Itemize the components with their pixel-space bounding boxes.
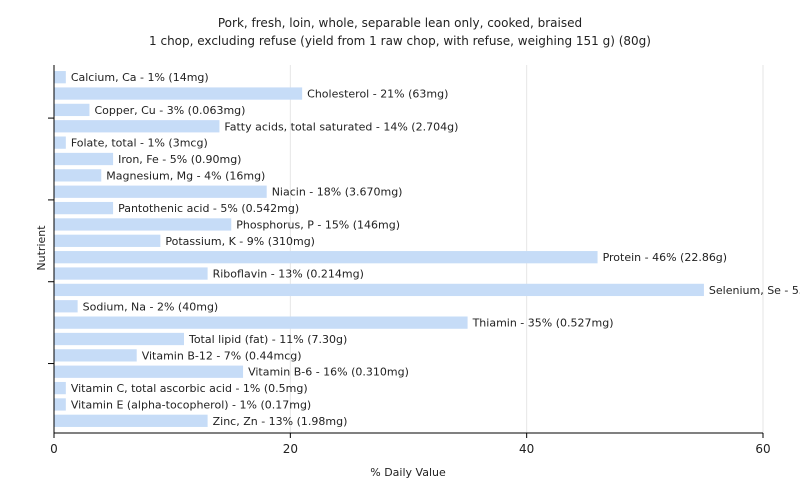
bar [54,136,66,149]
bar-label: Iron, Fe - 5% (0.90mg) [118,153,241,166]
bar-label: Vitamin B-6 - 16% (0.310mg) [248,366,409,379]
bar [54,234,161,247]
bar-label: Cholesterol - 21% (63mg) [307,88,448,101]
bar [54,414,208,427]
bar-label: Fatty acids, total saturated - 14% (2.70… [224,120,458,133]
gridlines [289,65,764,433]
bar-label: Potassium, K - 9% (310mg) [165,235,315,248]
bar [54,283,704,297]
bar-label: Sodium, Na - 2% (40mg) [83,300,219,313]
bar [54,87,303,100]
bar-label: Protein - 46% (22.86g) [603,251,728,264]
bar [54,201,114,215]
bar [54,398,66,411]
bar-label: Copper, Cu - 3% (0.063mg) [94,104,245,117]
bar [54,349,137,362]
bar-label: Riboflavin - 13% (0.214mg) [213,268,364,281]
bar [54,120,220,133]
bar [54,71,66,84]
bar [54,267,208,280]
bar [54,218,232,231]
bar [54,103,90,117]
chart-subtitle: 1 chop, excluding refuse (yield from 1 r… [149,34,651,48]
bar-label: Vitamin C, total ascorbic acid - 1% (0.5… [71,382,308,395]
x-tick-label: 60 [755,442,770,456]
x-tick-label: 40 [519,442,534,456]
bar-label: Folate, total - 1% (3mcg) [71,137,208,150]
bar [54,185,267,198]
bar-label: Thiamin - 35% (0.527mg) [472,317,614,330]
bar-label: Selenium, Se - 55% (38.6mcg) [709,284,800,297]
bar [54,381,66,395]
x-tick-label: 20 [283,442,298,456]
axes: 0 20 40 60 [48,65,771,456]
x-tick-label: 0 [50,442,58,456]
x-axis-title: % Daily Value [370,466,446,479]
bar-label: Zinc, Zn - 13% (1.98mg) [213,415,348,428]
bar-label: Phosphorus, P - 15% (146mg) [236,218,400,231]
y-axis-title: Nutrient [35,225,48,271]
bar-label: Niacin - 18% (3.670mg) [272,186,403,199]
bar [54,316,468,329]
bar [54,300,78,313]
bar-label: Vitamin B-12 - 7% (0.44mcg) [142,349,302,362]
bar [54,332,184,346]
bar-label: Magnesium, Mg - 4% (16mg) [106,169,265,182]
bar [54,152,114,166]
bar [54,365,244,378]
bar-label: Total lipid (fat) - 11% (7.30g) [188,333,347,346]
chart-title: Pork, fresh, loin, whole, separable lean… [218,16,582,30]
bar [54,169,102,182]
bars: Calcium, Ca - 1% (14mg) Cholesterol - 21%… [54,71,800,428]
bar-label: Vitamin E (alpha-tocopherol) - 1% (0.17m… [71,398,311,411]
bar [54,251,598,264]
bar-label: Calcium, Ca - 1% (14mg) [71,71,209,84]
bar-label: Pantothenic acid - 5% (0.542mg) [118,202,299,215]
